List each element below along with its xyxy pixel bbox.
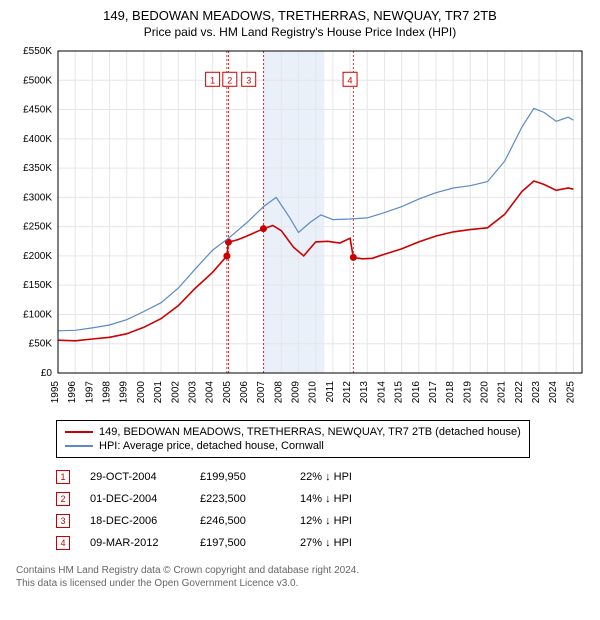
svg-text:3: 3 — [246, 75, 251, 85]
tx-marker-icon: 2 — [56, 492, 70, 506]
svg-text:£100K: £100K — [23, 309, 52, 320]
tx-diff: 27% ↓ HPI — [300, 537, 380, 549]
tx-diff: 14% ↓ HPI — [300, 493, 380, 505]
svg-text:2018: 2018 — [445, 381, 456, 404]
legend: 149, BEDOWAN MEADOWS, TRETHERRAS, NEWQUA… — [56, 420, 530, 458]
footer-line: Contains HM Land Registry data © Crown c… — [16, 564, 592, 577]
svg-text:2003: 2003 — [187, 381, 198, 404]
transaction-table: 1 29-OCT-2004 £199,950 22% ↓ HPI 2 01-DE… — [56, 466, 592, 554]
svg-text:1995: 1995 — [50, 381, 61, 404]
table-row: 4 09-MAR-2012 £197,500 27% ↓ HPI — [56, 532, 592, 554]
svg-text:£500K: £500K — [23, 75, 52, 86]
table-row: 2 01-DEC-2004 £223,500 14% ↓ HPI — [56, 488, 592, 510]
svg-text:2025: 2025 — [565, 381, 576, 404]
svg-text:£50K: £50K — [29, 339, 53, 350]
tx-marker-icon: 1 — [56, 470, 70, 484]
svg-text:£400K: £400K — [23, 134, 52, 145]
svg-text:£300K: £300K — [23, 192, 52, 203]
tx-diff: 12% ↓ HPI — [300, 515, 380, 527]
svg-text:2017: 2017 — [428, 381, 439, 404]
svg-text:2019: 2019 — [462, 381, 473, 404]
svg-text:2013: 2013 — [359, 381, 370, 404]
svg-text:2000: 2000 — [136, 381, 147, 404]
tx-diff: 22% ↓ HPI — [300, 471, 380, 483]
svg-text:2021: 2021 — [497, 381, 508, 404]
svg-text:2008: 2008 — [273, 381, 284, 404]
chart-svg: £0 £50K £100K £150K £200K £250K £300K £350K £400… — [8, 47, 592, 407]
tx-price: £197,500 — [200, 537, 280, 549]
table-row: 1 29-OCT-2004 £199,950 22% ↓ HPI — [56, 466, 592, 488]
tx-price: £246,500 — [200, 515, 280, 527]
svg-text:1999: 1999 — [119, 381, 130, 404]
page-title: 149, BEDOWAN MEADOWS, TRETHERRAS, NEWQUA… — [8, 8, 592, 23]
svg-text:1996: 1996 — [67, 381, 78, 404]
tx-marker-icon: 3 — [56, 514, 70, 528]
legend-swatch — [65, 431, 93, 433]
svg-text:£550K: £550K — [23, 47, 52, 57]
svg-text:4: 4 — [348, 75, 353, 85]
svg-text:2014: 2014 — [376, 381, 387, 404]
tx-date: 01-DEC-2004 — [90, 493, 180, 505]
svg-text:2006: 2006 — [239, 381, 250, 404]
svg-text:2002: 2002 — [170, 381, 181, 404]
legend-label: 149, BEDOWAN MEADOWS, TRETHERRAS, NEWQUA… — [99, 426, 521, 438]
svg-text:2023: 2023 — [531, 381, 542, 404]
svg-text:£200K: £200K — [23, 251, 52, 262]
svg-text:1: 1 — [210, 75, 215, 85]
tx-date: 29-OCT-2004 — [90, 471, 180, 483]
svg-text:2005: 2005 — [222, 381, 233, 404]
table-row: 3 18-DEC-2006 £246,500 12% ↓ HPI — [56, 510, 592, 532]
tx-price: £199,950 — [200, 471, 280, 483]
tx-date: 09-MAR-2012 — [90, 537, 180, 549]
svg-text:£250K: £250K — [23, 222, 52, 233]
svg-text:£150K: £150K — [23, 280, 52, 291]
footer-line: This data is licensed under the Open Gov… — [16, 577, 592, 590]
svg-text:£450K: £450K — [23, 105, 52, 116]
svg-text:2: 2 — [227, 75, 232, 85]
svg-text:2011: 2011 — [325, 381, 336, 403]
svg-text:1998: 1998 — [102, 381, 113, 404]
price-chart: £0 £50K £100K £150K £200K £250K £300K £350K £400… — [8, 47, 592, 412]
legend-label: HPI: Average price, detached house, Corn… — [99, 440, 324, 452]
legend-swatch — [65, 445, 93, 447]
svg-text:£0: £0 — [41, 368, 53, 379]
svg-text:2009: 2009 — [291, 381, 302, 404]
svg-text:2020: 2020 — [480, 381, 491, 404]
footer: Contains HM Land Registry data © Crown c… — [16, 564, 592, 590]
legend-row: 149, BEDOWAN MEADOWS, TRETHERRAS, NEWQUA… — [65, 425, 521, 439]
tx-price: £223,500 — [200, 493, 280, 505]
svg-text:2001: 2001 — [153, 381, 164, 404]
svg-text:2007: 2007 — [256, 381, 267, 404]
svg-text:£350K: £350K — [23, 163, 52, 174]
svg-text:2004: 2004 — [205, 381, 216, 404]
svg-text:2016: 2016 — [411, 381, 422, 404]
tx-marker-icon: 4 — [56, 536, 70, 550]
page-subtitle: Price paid vs. HM Land Registry's House … — [8, 25, 592, 39]
legend-row: HPI: Average price, detached house, Corn… — [65, 439, 521, 453]
svg-text:2010: 2010 — [308, 381, 319, 404]
svg-text:2024: 2024 — [548, 381, 559, 404]
tx-date: 18-DEC-2006 — [90, 515, 180, 527]
svg-text:2015: 2015 — [394, 381, 405, 404]
svg-text:2022: 2022 — [514, 381, 525, 404]
svg-text:1997: 1997 — [84, 381, 95, 404]
svg-text:2012: 2012 — [342, 381, 353, 404]
